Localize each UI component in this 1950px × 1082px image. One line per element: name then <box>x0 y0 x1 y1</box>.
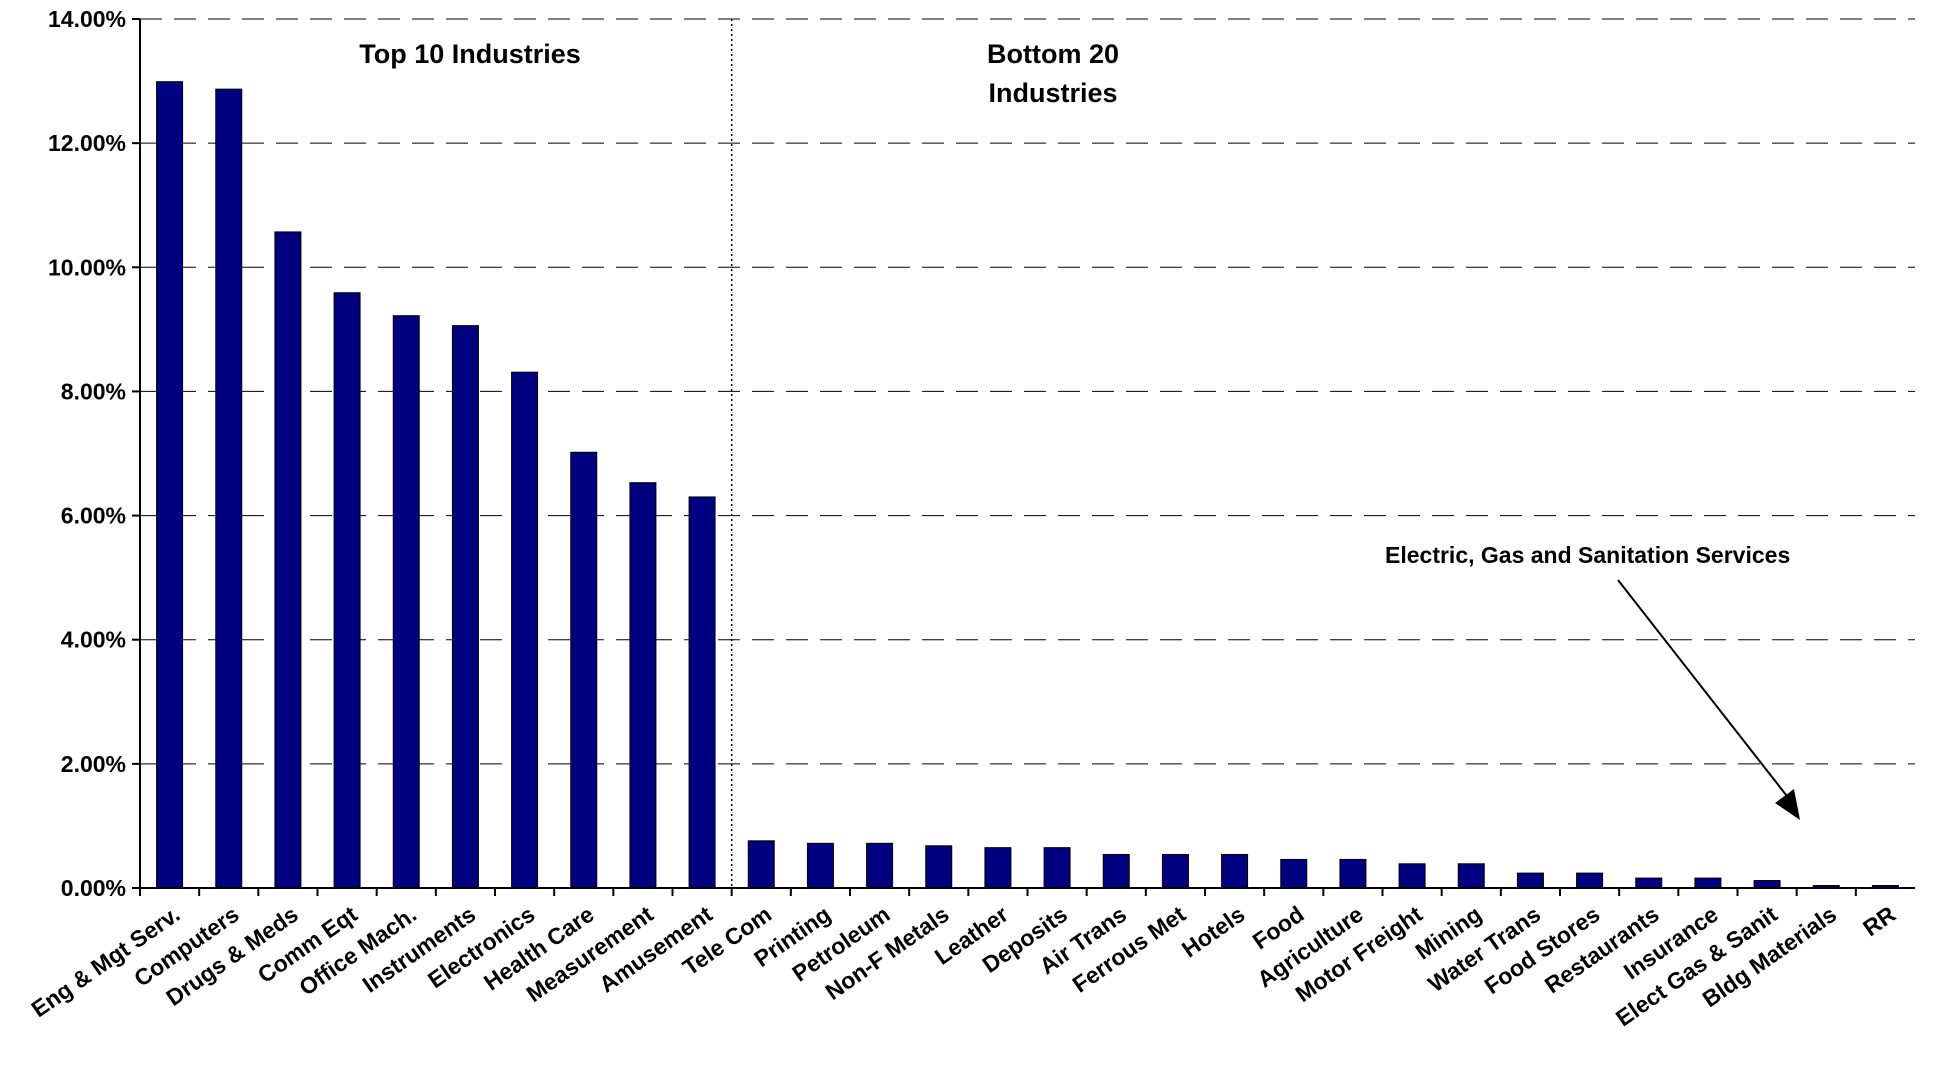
bar <box>1339 858 1367 889</box>
bar <box>1635 877 1663 889</box>
y-tick-label: 6.00% <box>61 503 126 529</box>
bar <box>1102 853 1130 889</box>
grid-lines <box>140 18 1915 765</box>
y-tick-label: 14.00% <box>48 6 126 32</box>
bar <box>156 81 184 889</box>
bar <box>984 847 1012 889</box>
y-tick-label: 0.00% <box>61 875 126 901</box>
bar <box>925 845 953 889</box>
bar <box>866 842 894 889</box>
bar <box>1516 872 1544 889</box>
bar <box>1694 877 1722 889</box>
bar <box>1576 872 1604 889</box>
y-tick-label: 8.00% <box>61 378 126 404</box>
bottom-group-annotation-line2: Industries <box>988 78 1117 108</box>
bar <box>1457 863 1485 889</box>
bar <box>570 451 598 889</box>
bar <box>1753 880 1781 889</box>
y-tick-label: 10.00% <box>48 254 126 280</box>
x-tick-label: RR <box>1858 901 1900 942</box>
bar <box>1043 847 1071 889</box>
bar <box>451 325 479 889</box>
y-tick-label: 4.00% <box>61 627 126 653</box>
callout-arrowhead <box>1775 789 1800 820</box>
bar <box>333 292 361 889</box>
bar <box>392 315 420 889</box>
bar <box>629 482 657 889</box>
bar <box>747 840 775 889</box>
bar <box>1398 863 1426 889</box>
bar <box>511 371 539 889</box>
callout-annotation: Electric, Gas and Sanitation Services <box>1385 542 1790 568</box>
y-axis-ticks: 0.00% 2.00% 4.00% 6.00% 8.00% 10.00% 12.00% 14.… <box>48 6 140 901</box>
bar <box>274 231 302 889</box>
top-group-annotation: Top 10 Industries <box>359 39 581 69</box>
bar <box>688 496 716 889</box>
y-tick-label: 2.00% <box>61 751 126 777</box>
bars <box>156 81 1899 889</box>
bar <box>1221 853 1249 889</box>
x-tick-label: Hotels <box>1177 901 1249 963</box>
y-tick-label: 12.00% <box>48 130 126 156</box>
bottom-group-annotation-line1: Bottom 20 <box>987 39 1119 69</box>
bar <box>1161 853 1189 889</box>
bar <box>215 88 243 889</box>
bar <box>1280 858 1308 889</box>
bar <box>806 842 834 889</box>
callout-arrow-line <box>1617 579 1791 801</box>
